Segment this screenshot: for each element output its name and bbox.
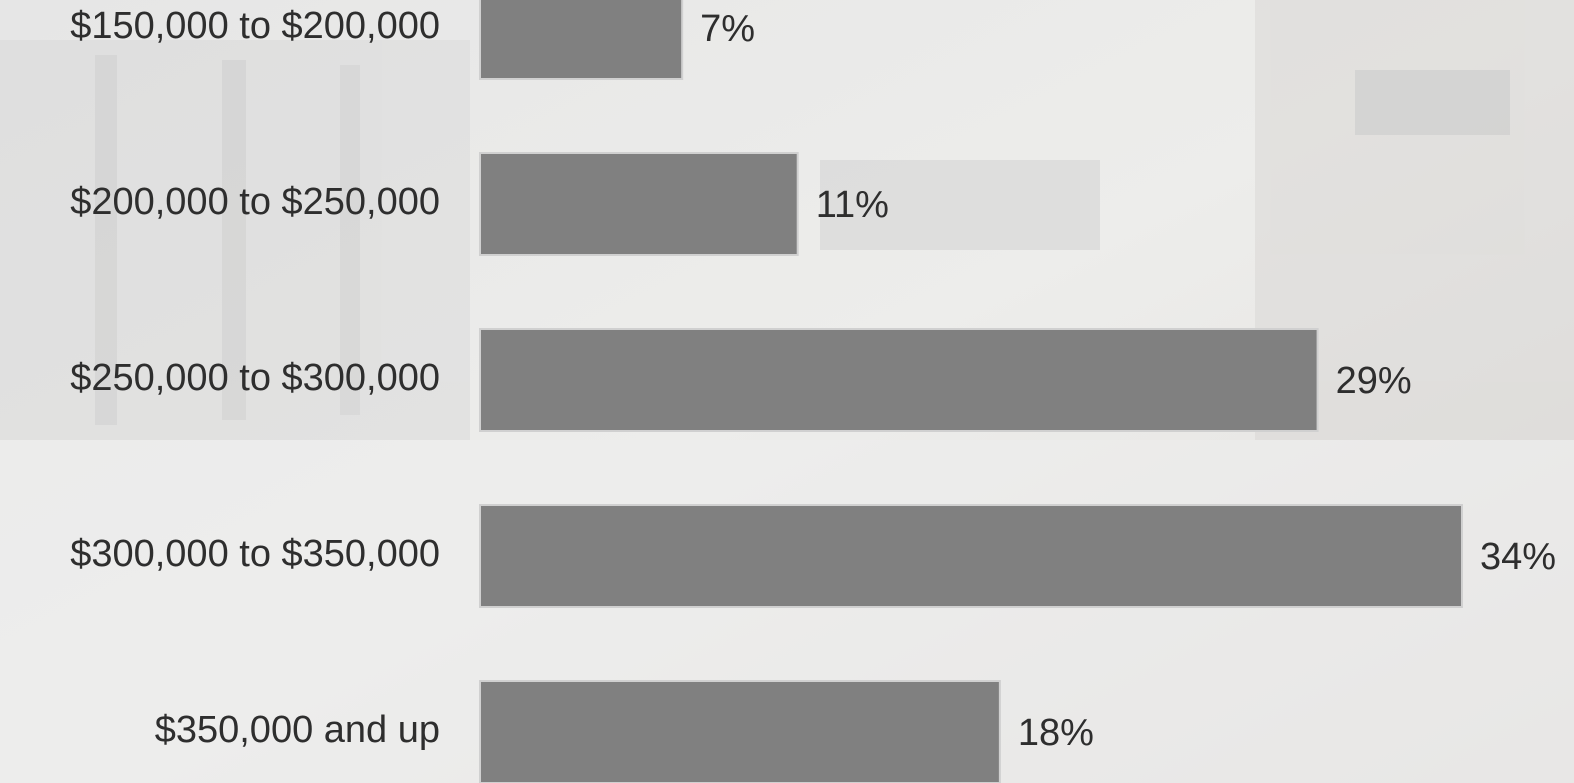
value-label: 11% bbox=[816, 184, 889, 226]
bar bbox=[479, 0, 684, 80]
category-label: $200,000 to $250,000 bbox=[70, 181, 440, 223]
value-label: 18% bbox=[1018, 712, 1094, 754]
bar bbox=[479, 680, 1001, 783]
plot: $150,000 to $200,000 7% $200,000 to $250,0… bbox=[70, 0, 1556, 783]
bar bbox=[479, 328, 1319, 432]
category-label: $300,000 to $350,000 bbox=[70, 533, 440, 575]
bar bbox=[479, 152, 799, 256]
category-label: $250,000 to $300,000 bbox=[70, 357, 440, 399]
value-label: 7% bbox=[700, 8, 755, 50]
value-label: 34% bbox=[1480, 536, 1556, 578]
value-label: 29% bbox=[1336, 360, 1412, 402]
category-label: $150,000 to $200,000 bbox=[70, 5, 440, 47]
category-label: $350,000 and up bbox=[155, 709, 440, 751]
bar bbox=[479, 504, 1463, 608]
